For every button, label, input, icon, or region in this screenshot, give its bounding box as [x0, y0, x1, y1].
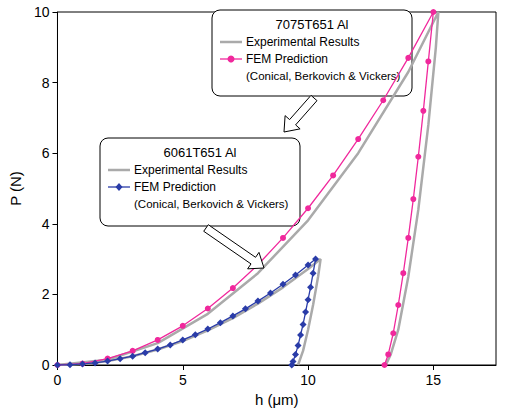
- svg-text:10: 10: [34, 4, 50, 20]
- svg-text:Experimental Results: Experimental Results: [134, 163, 247, 177]
- svg-text:2: 2: [42, 286, 50, 302]
- svg-text:0: 0: [54, 372, 62, 388]
- svg-text:4: 4: [42, 216, 50, 232]
- svg-text:FEM Prediction: FEM Prediction: [134, 180, 216, 194]
- svg-text:P (N): P (N): [7, 171, 24, 206]
- svg-text:6061T651 Al: 6061T651 Al: [163, 145, 236, 160]
- svg-text:0: 0: [42, 357, 50, 373]
- svg-text:6: 6: [42, 145, 50, 161]
- svg-text:Experimental Results: Experimental Results: [246, 35, 359, 49]
- svg-text:10: 10: [300, 372, 316, 388]
- svg-text:7075T651 Al: 7075T651 Al: [275, 17, 348, 32]
- svg-text:5: 5: [179, 372, 187, 388]
- svg-text:8: 8: [42, 75, 50, 91]
- svg-text:FEM Prediction: FEM Prediction: [246, 52, 328, 66]
- svg-text:h (μm): h (μm): [255, 391, 299, 408]
- svg-text:(Conical, Berkovich & Vickers): (Conical, Berkovich & Vickers): [246, 70, 401, 82]
- svg-text:(Conical, Berkovich & Vickers): (Conical, Berkovich & Vickers): [134, 198, 289, 210]
- svg-text:15: 15: [426, 372, 442, 388]
